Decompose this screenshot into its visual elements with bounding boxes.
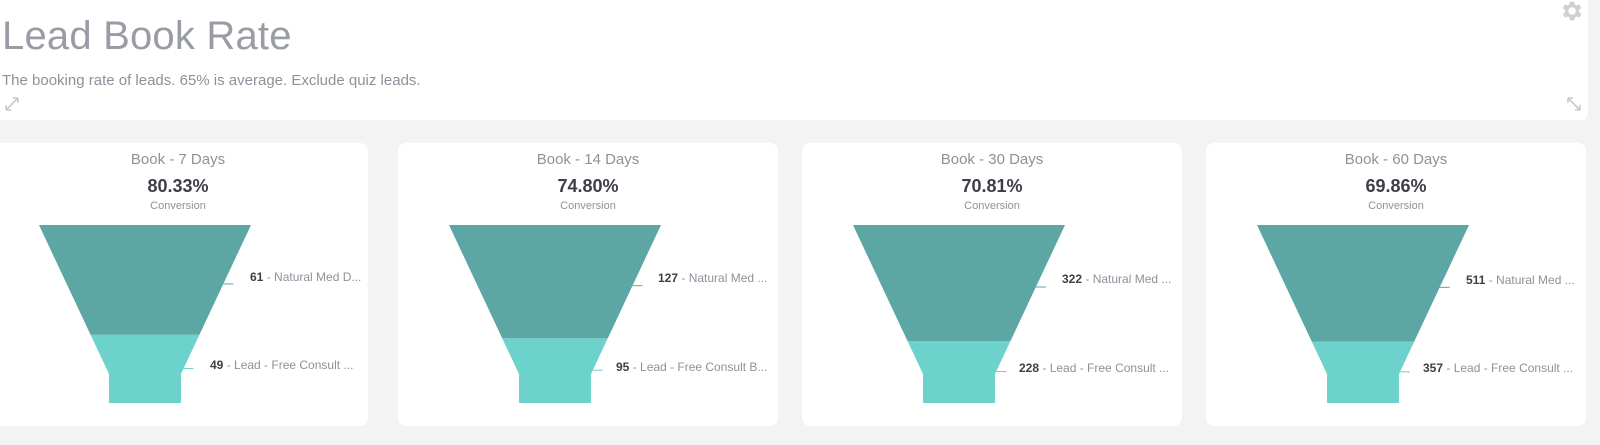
page-title: Lead Book Rate <box>2 14 292 58</box>
funnel-stage-top <box>853 225 1065 342</box>
funnel-panel-60-days: Book - 60 Days 69.86% Conversion 511 - N… <box>1206 143 1586 426</box>
funnel-panel-7-days: Book - 7 Days 80.33% Conversion 61 - Nat… <box>0 143 368 426</box>
header-card: Lead Book Rate The booking rate of leads… <box>0 0 1588 120</box>
funnel-stage-label-bottom: 95 - Lead - Free Consult B... <box>616 360 768 374</box>
funnel-stage-top <box>1257 225 1469 342</box>
funnel-stage-top <box>449 225 661 339</box>
funnel-stage-label-bottom: 49 - Lead - Free Consult ... <box>210 358 354 372</box>
panel-title: Book - 7 Days <box>130 151 226 168</box>
conversion-value: 80.33% <box>147 176 209 196</box>
funnel-stage-bottom <box>907 341 1011 403</box>
panel-title: Book - 30 Days <box>940 151 1044 168</box>
conversion-value: 74.80% <box>557 176 619 196</box>
collapse-icon[interactable] <box>1566 96 1582 112</box>
page-subtitle: The booking rate of leads. 65% is averag… <box>2 72 421 89</box>
funnel-stage-label-top: 322 - Natural Med ... <box>1062 272 1172 286</box>
conversion-value: 69.86% <box>1365 176 1427 196</box>
funnel-stage-label-bottom: 228 - Lead - Free Consult ... <box>1019 361 1170 375</box>
funnel-stage-label-top: 511 - Natural Med ... <box>1466 273 1575 287</box>
conversion-label: Conversion <box>1368 200 1424 212</box>
funnel-chart <box>39 225 251 403</box>
funnel-stage-label-top: 127 - Natural Med ... <box>658 271 768 285</box>
funnel-chart <box>449 225 661 403</box>
conversion-value: 70.81% <box>961 176 1023 196</box>
conversion-label: Conversion <box>560 200 616 212</box>
funnel-stage-label-bottom: 357 - Lead - Free Consult ... <box>1423 361 1574 375</box>
funnel-stage-bottom <box>1311 341 1415 403</box>
funnel-panel-30-days: Book - 30 Days 70.81% Conversion 322 - N… <box>802 143 1182 426</box>
funnel-chart <box>853 225 1065 403</box>
funnel-stage-top <box>39 225 251 335</box>
funnel-stage-bottom <box>90 334 200 403</box>
funnel-stage-bottom <box>502 338 608 403</box>
funnel-panel-14-days: Book - 14 Days 74.80% Conversion 127 - N… <box>398 143 778 426</box>
panel-title: Book - 14 Days <box>536 151 640 168</box>
funnel-chart <box>1257 225 1469 403</box>
panel-title: Book - 60 Days <box>1344 151 1448 168</box>
gear-icon[interactable] <box>1558 0 1584 24</box>
conversion-label: Conversion <box>964 200 1020 212</box>
expand-icon[interactable] <box>4 96 20 112</box>
conversion-label: Conversion <box>150 200 206 212</box>
funnel-stage-label-top: 61 - Natural Med D... <box>250 270 362 284</box>
